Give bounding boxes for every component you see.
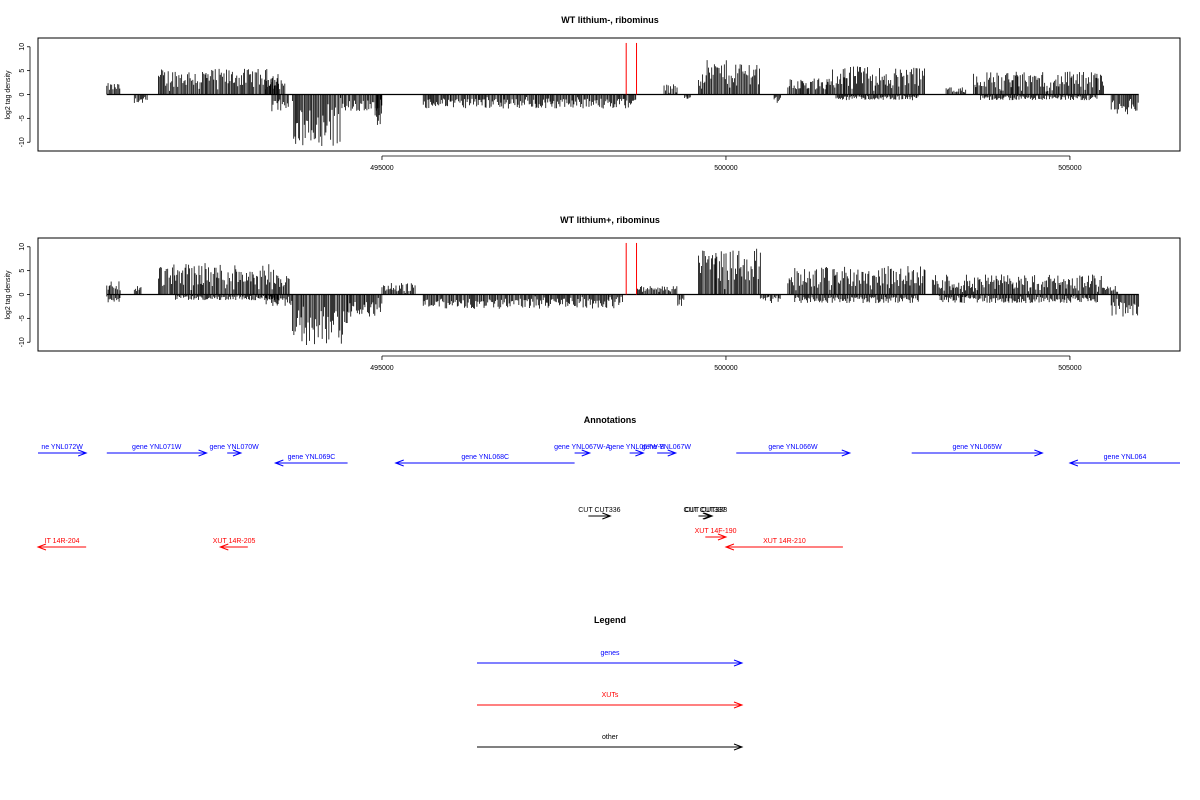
feature-gene: gene YNL071W [106,444,208,457]
feature-label: gene YNL070W [209,444,259,451]
feature-arrow-head [704,512,714,520]
y-axis: 10 5 0 -5 -10 [19,43,31,147]
feature-gene: gene YNL067W [642,444,692,457]
y-axis: 10 5 0 -5 -10 [19,243,31,347]
feature-arrow-head [36,543,47,551]
plot-frame [37,237,1181,352]
feature-list: ne YNL072W gene YNL071W gene YNL070W gene Y… [36,444,1180,551]
plot-frame [37,37,1181,152]
feature-label: XUT 14R-205 [213,538,256,545]
feature-other: CUT CUT336 [578,507,621,520]
feature-label: XUT 14R-210 [763,538,806,545]
track-panel-lithium-plus: WT lithium+, ribominus 10 5 0 -5 -10 495000 5… [5,215,1181,372]
feature-arrow-head [273,459,284,467]
feature-gene: gene YNL065W [911,444,1044,457]
feature-label: IT 14R-204 [45,538,80,545]
x-axis: 495000 500000 505000 [370,355,1082,372]
feature-gene: gene YNL066W [736,444,852,457]
feature-label: XUT 14F-190 [695,528,737,535]
feature-other: CUT CUT338 [685,507,727,520]
legend: Legend genes XUTs other [477,615,744,751]
feature-gene: gene YNL070W [209,444,259,457]
feature-arrow-head [232,449,243,457]
feature-arrow-head [717,533,728,541]
annotations-track: Annotations ne YNL072W gene YNL071W gene Y… [36,415,1180,551]
legend-arrow-head [733,743,744,751]
y-axis-title: log2 tag density [5,70,12,120]
feature-gene: gene YNL067W-A [554,444,611,457]
x-tick-label: 500000 [714,365,737,372]
track-panel-lithium-minus: WT lithium-, ribominus 10 5 0 -5 -10 495000 5… [5,15,1181,172]
legend-arrow-head [733,701,744,709]
feature-arrow-head [218,543,229,551]
feature-arrow-head [394,459,404,467]
feature-label: gene YNL069C [288,454,336,461]
feature-gene: gene YNL068C [394,454,575,467]
y-axis-title: log2 tag density [5,270,12,320]
y-tick-label: 5 [19,69,26,73]
feature-label: CUT CUT338 [685,507,727,514]
feature-arrow-head [841,449,852,457]
y-tick-label: 10 [19,43,26,51]
feature-label: gene YNL068C [461,454,509,461]
y-tick-label: 10 [19,243,26,251]
y-tick-label: 5 [19,269,26,273]
feature-gene: gene YNL069C [273,454,348,467]
feature-arrow-head [198,449,208,457]
x-axis: 495000 500000 505000 [370,155,1082,172]
feature-label: CUT CUT337 [683,507,725,514]
x-tick-label: 505000 [1058,365,1081,372]
feature-gene: ne YNL072W [38,444,88,457]
feature-label: gene YNL067W-A [554,444,610,451]
feature-label: gene YNL064 [1104,454,1147,461]
feature-arrow-head [77,449,88,457]
x-tick-label: 500000 [714,165,737,172]
legend-label: other [602,734,619,741]
feature-xut: XUT 14R-205 [213,538,256,551]
y-tick-label: -5 [19,315,26,321]
feature-label: ne YNL072W [41,444,83,451]
y-tick-label: -10 [19,137,26,147]
feature-arrow-head [1034,449,1044,457]
y-tick-label: 0 [19,292,26,296]
legend-item-gene: genes [477,650,744,667]
feature-label: gene YNL071W [132,444,182,451]
y-tick-label: -10 [19,337,26,347]
x-tick-label: 505000 [1058,165,1081,172]
panel-title: WT lithium+, ribominus [560,215,660,225]
feature-xut: XUT 14F-190 [695,528,737,541]
legend-arrow-head [733,659,744,667]
feature-label: gene YNL066W [768,444,818,451]
panel-title: WT lithium-, ribominus [561,15,659,25]
legend-label: XUTs [602,692,619,699]
x-tick-label: 495000 [370,365,393,372]
feature-gene: gene YNL067W-B [608,444,665,457]
y-tick-label: -5 [19,115,26,121]
legend-item-other: other [477,734,744,751]
legend-item-xut: XUTs [477,692,744,709]
feature-xut: XUT 14R-210 [724,538,843,551]
feature-arrow-head [1068,459,1079,467]
legend-title: Legend [594,615,626,625]
feature-arrow-head [635,449,645,457]
feature-arrow-head [581,449,592,457]
feature-label: gene YNL067W [642,444,692,451]
signal-bars [106,242,1140,346]
annotations-title: Annotations [584,415,637,425]
feature-arrow-head [724,543,735,551]
signal-bars [106,42,1139,146]
feature-gene: gene YNL064 [1068,454,1180,467]
feature-label: gene YNL065W [952,444,1002,451]
feature-label: gene YNL067W-B [608,444,664,451]
legend-label: genes [600,650,620,657]
y-tick-label: 0 [19,92,26,96]
feature-arrow-head [602,512,612,520]
x-tick-label: 495000 [370,165,393,172]
feature-label: CUT CUT336 [578,507,620,514]
feature-xut: IT 14R-204 [36,538,87,551]
legend-items: genes XUTs other [477,650,744,751]
feature-arrow-head [667,449,678,457]
